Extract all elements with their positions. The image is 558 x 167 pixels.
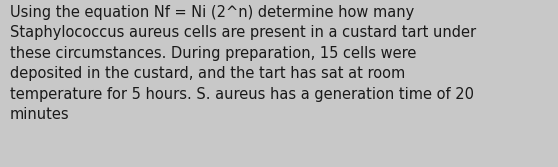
Text: Using the equation Nf = Ni (2^n) determine how many
Staphylococcus aureus cells : Using the equation Nf = Ni (2^n) determi…: [10, 5, 476, 122]
